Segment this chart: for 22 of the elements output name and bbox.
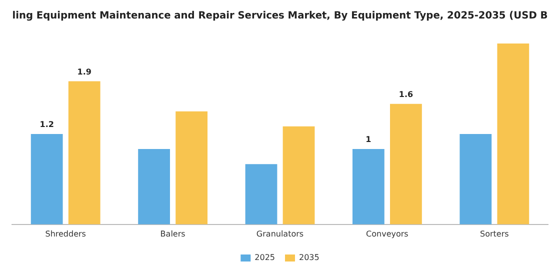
bar xyxy=(390,104,422,224)
x-tick-label: Shredders xyxy=(45,229,86,238)
data-label: 1 xyxy=(366,135,372,144)
bar xyxy=(176,111,208,224)
x-tick-label: Sorters xyxy=(480,229,509,238)
bar xyxy=(68,81,100,224)
chart-title: ling Equipment Maintenance and Repair Services Market, By Equipment Type, 2025-2035 (USD B xyxy=(12,10,548,22)
bar xyxy=(460,134,492,224)
data-label: 1.2 xyxy=(40,120,54,130)
x-tick-label: Balers xyxy=(160,229,186,238)
legend-label: 2025 xyxy=(254,253,275,262)
bar xyxy=(497,44,530,224)
x-tick-label: Granulators xyxy=(256,229,304,238)
bar xyxy=(282,126,315,224)
bar xyxy=(352,149,384,224)
bar xyxy=(138,149,170,224)
x-tick-label: Conveyors xyxy=(366,229,408,238)
legend-label: 2035 xyxy=(299,253,320,262)
bar xyxy=(245,164,278,224)
bar xyxy=(30,134,63,224)
data-label: 1.6 xyxy=(398,90,414,99)
data-label: 1.9 xyxy=(77,67,92,76)
